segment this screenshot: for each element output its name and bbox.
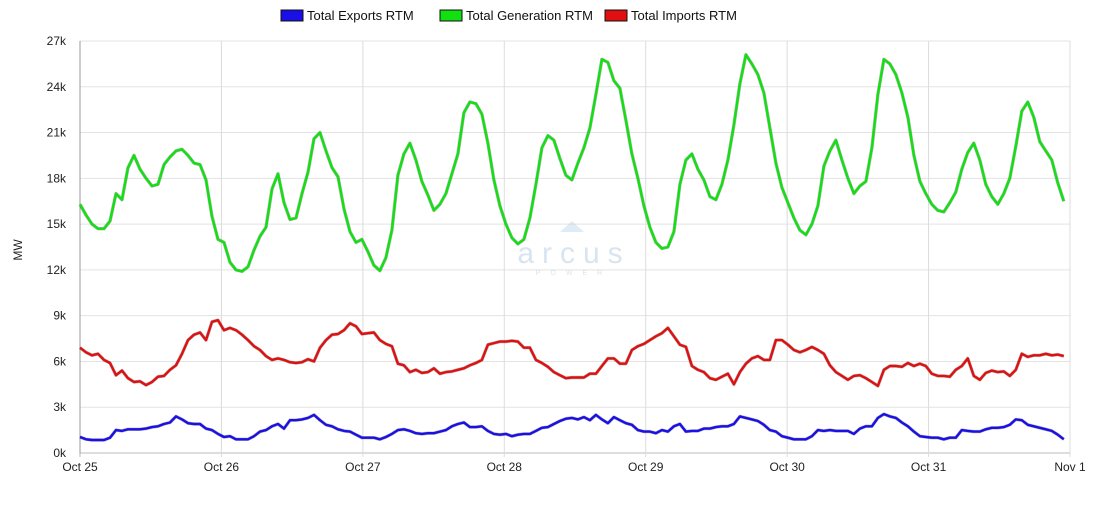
x-tick-label: Oct 28 (487, 460, 523, 474)
y-tick-label: 12k (47, 263, 67, 277)
x-tick-label: Oct 29 (628, 460, 664, 474)
watermark-triangle-icon (560, 221, 584, 232)
y-tick-label: 18k (47, 171, 67, 185)
total-generation-rtm-line (78, 53, 1065, 273)
legend-label: Total Generation RTM (466, 8, 593, 23)
y-tick-label: 21k (47, 126, 67, 140)
y-axis-label: MW (11, 239, 25, 261)
watermark-sub: POWER (536, 270, 612, 277)
x-tick-label: Oct 30 (769, 460, 805, 474)
watermark-brand: arcus (517, 237, 630, 270)
legend-label: Total Imports RTM (631, 8, 737, 23)
y-tick-label: 24k (47, 80, 67, 94)
grid (79, 40, 1071, 457)
watermark-logo: arcus POWER (517, 221, 630, 277)
y-tick-label: 3k (53, 400, 67, 414)
y-tick-label: 0k (53, 446, 67, 460)
x-axis: Oct 25 Oct 26 Oct 27 Oct 28 Oct 29 Oct 30 Oct … (62, 460, 1086, 474)
x-tick-label: Nov 1 (1054, 460, 1086, 474)
legend: Total Exports RTM Total Generation RTM Tot… (280, 8, 737, 23)
series-lines (78, 53, 1066, 442)
legend-item-total-imports-rtm[interactable]: Total Imports RTM (604, 8, 737, 23)
y-axis: 0k 3k 6k 9k 12k 15k 18k 21k 24k 27k (47, 34, 67, 460)
x-tick-label: Oct 25 (62, 460, 98, 474)
y-tick-label: 9k (53, 309, 67, 323)
legend-swatch (280, 9, 304, 22)
total-imports-rtm-line (79, 319, 1065, 388)
legend-item-total-generation-rtm[interactable]: Total Generation RTM (439, 8, 593, 23)
legend-swatch (604, 9, 628, 22)
legend-swatch (439, 9, 463, 22)
y-tick-label: 27k (47, 34, 67, 48)
legend-label: Total Exports RTM (307, 8, 414, 23)
x-tick-label: Oct 27 (345, 460, 381, 474)
legend-item-total-exports-rtm[interactable]: Total Exports RTM (280, 8, 414, 23)
x-tick-label: Oct 26 (204, 460, 240, 474)
y-tick-label: 15k (47, 217, 67, 231)
y-tick-label: 6k (53, 354, 67, 368)
total-exports-rtm-line (79, 412, 1065, 442)
x-tick-label: Oct 31 (911, 460, 947, 474)
